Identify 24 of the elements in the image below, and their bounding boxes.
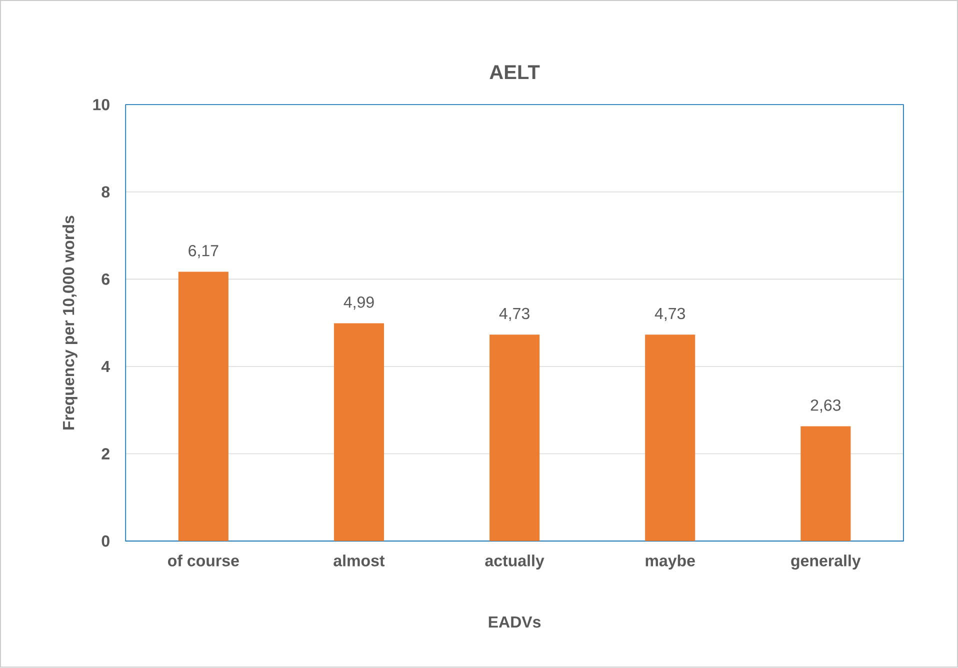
x-tick-label: maybe xyxy=(646,554,695,570)
y-tick-label: 6 xyxy=(102,274,110,286)
chart-title: AELT xyxy=(490,65,540,80)
data-label: 4,73 xyxy=(654,308,685,322)
data-label: 4,99 xyxy=(344,296,374,310)
x-tick-label: generally xyxy=(791,554,861,570)
data-label: 6,17 xyxy=(188,245,218,258)
y-tick-label: 2 xyxy=(102,448,110,460)
data-label: 2,63 xyxy=(810,400,841,413)
bar xyxy=(490,334,540,542)
x-axis-title: EADVs xyxy=(488,616,541,628)
bar xyxy=(334,323,384,542)
bar xyxy=(800,426,851,542)
x-tick-label: actually xyxy=(485,554,544,570)
y-tick-label: 8 xyxy=(102,186,110,198)
bar xyxy=(178,272,228,542)
y-tick-label: 10 xyxy=(93,99,110,110)
x-tick-label: almost xyxy=(334,554,385,567)
y-axis-title: Frequency per 10,000 words xyxy=(62,216,78,430)
y-tick-label: 4 xyxy=(101,361,110,372)
x-tick-label: of course xyxy=(168,554,239,567)
y-tick-label: 0 xyxy=(102,536,110,547)
data-label: 4,73 xyxy=(499,308,530,322)
bar xyxy=(645,334,696,542)
